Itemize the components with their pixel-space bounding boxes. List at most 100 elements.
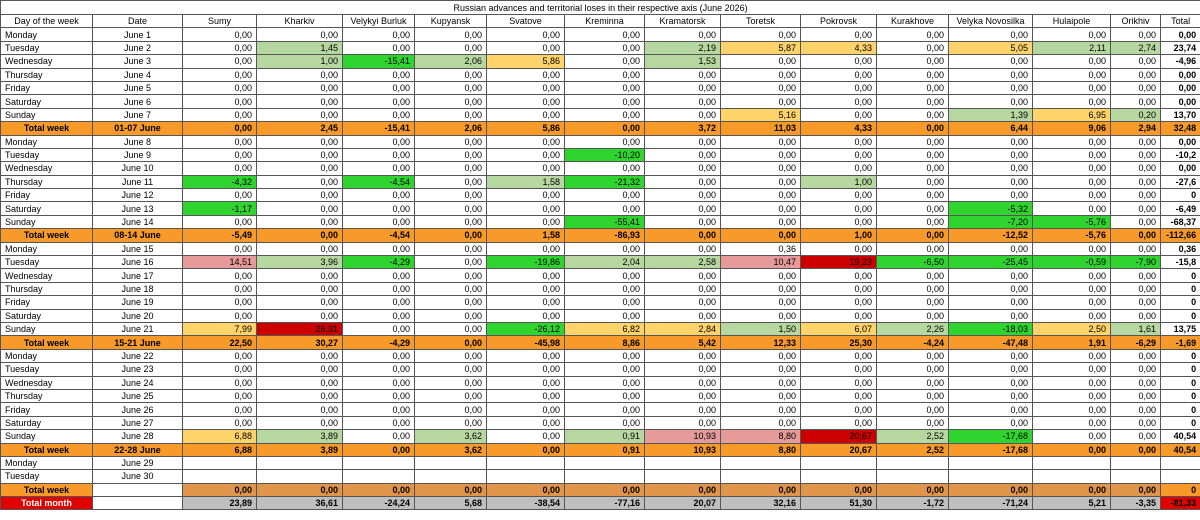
value-cell: 0,00 [414, 161, 487, 176]
value-cell [564, 455, 645, 471]
value-cell: 0,00 [414, 335, 487, 350]
value-cell: 0,00 [256, 228, 343, 243]
value-cell: 0,00 [256, 188, 343, 203]
value-cell: 0,00 [720, 27, 801, 42]
value-cell [1032, 455, 1111, 471]
value-cell: 0,00 [644, 188, 721, 203]
value-cell: 0,00 [876, 67, 949, 82]
total-cell: 0 [1159, 295, 1200, 310]
value-cell: 6,88 [182, 429, 257, 444]
day-cell: Tuesday [0, 147, 93, 163]
table-row: Saturday June 27 0,00 0,00 0,00 0,00 0,00 0,00 0… [0, 415, 1200, 431]
value-cell: 0,00 [256, 482, 343, 498]
value-cell: -86,93 [564, 228, 645, 243]
table-row: Monday June 8 0,00 0,00 0,00 0,00 0,00 0,00 0,00… [0, 134, 1200, 149]
value-cell: 0,00 [1110, 134, 1161, 149]
value-cell: 0,00 [1110, 27, 1161, 42]
value-cell: 2,50 [1032, 321, 1111, 337]
value-cell: 0,00 [644, 402, 721, 417]
value-cell: 0,00 [948, 402, 1033, 417]
value-cell: 0,00 [644, 268, 721, 283]
value-cell: -4,29 [342, 335, 415, 350]
value-cell: 2,45 [256, 121, 343, 136]
day-cell: Friday [0, 80, 93, 96]
value-cell: 0,00 [720, 147, 801, 163]
value-cell [342, 455, 415, 471]
value-cell: 0,00 [256, 147, 343, 163]
value-cell: -24,24 [342, 496, 415, 511]
date-cell: June 9 [92, 147, 183, 163]
value-cell: 1,39 [948, 107, 1033, 123]
day-cell: Tuesday [0, 469, 93, 484]
value-cell: 0,00 [256, 67, 343, 82]
day-cell: Saturday [0, 201, 93, 216]
date-cell: June 21 [92, 321, 183, 337]
value-cell: 0,00 [720, 388, 801, 404]
value-cell: 0,00 [644, 241, 721, 257]
value-cell: 0,00 [644, 375, 721, 390]
day-cell: Monday [0, 348, 93, 364]
value-cell: 10,93 [644, 442, 721, 457]
value-cell: 3,89 [256, 429, 343, 444]
column-header: Velykyi Burluk [342, 13, 415, 29]
value-cell: 0,00 [876, 161, 949, 176]
value-cell: 0,00 [948, 348, 1033, 364]
value-cell: 0,00 [414, 27, 487, 42]
value-cell: 0,00 [256, 295, 343, 310]
date-cell: June 22 [92, 348, 183, 364]
value-cell: 0,00 [1032, 295, 1111, 310]
value-cell: 0,00 [342, 80, 415, 96]
value-cell: 0,00 [564, 94, 645, 109]
value-cell: 2,06 [414, 121, 487, 136]
value-cell: 0,00 [342, 27, 415, 42]
value-cell: 0,00 [644, 348, 721, 364]
value-cell: 0,00 [342, 429, 415, 444]
value-cell: 0,00 [414, 415, 487, 431]
day-cell: Sunday [0, 321, 93, 337]
value-cell: 5,86 [486, 54, 565, 69]
value-cell: 0,00 [256, 80, 343, 96]
value-cell: 0,00 [1032, 375, 1111, 390]
value-cell: 0,00 [720, 402, 801, 417]
column-header: Kupyansk [414, 13, 487, 29]
value-cell: 0,00 [948, 268, 1033, 283]
date-cell: June 28 [92, 429, 183, 444]
table-row: Sunday June 21 7,99 26,31 0,00 0,00 -26,12 6,82… [0, 321, 1200, 337]
value-cell: -17,68 [948, 442, 1033, 457]
value-cell: 0,00 [564, 388, 645, 404]
value-cell: 1,61 [1110, 321, 1161, 337]
value-cell: 0,00 [1032, 67, 1111, 82]
value-cell: 0,00 [1032, 388, 1111, 404]
value-cell: 0,00 [414, 281, 487, 297]
day-cell: Tuesday [0, 255, 93, 270]
value-cell: 51,30 [800, 496, 877, 511]
date-cell: June 11 [92, 174, 183, 190]
table-row: Monday June 1 0,00 0,00 0,00 0,00 0,00 0,00 0,00… [0, 27, 1200, 42]
value-cell: 0,00 [800, 214, 877, 230]
value-cell: 0,00 [1032, 27, 1111, 42]
value-cell [876, 469, 949, 484]
value-cell: 0,00 [342, 134, 415, 149]
value-cell: 0,00 [876, 308, 949, 323]
total-cell: 0 [1159, 388, 1200, 404]
value-cell: 0,00 [486, 80, 565, 96]
value-cell: 0,00 [948, 295, 1033, 310]
value-cell: 0,00 [1110, 348, 1161, 364]
value-cell: 0,00 [948, 308, 1033, 323]
value-cell: 0,00 [800, 27, 877, 42]
value-cell: 0,00 [256, 107, 343, 123]
value-cell: 0,00 [486, 67, 565, 82]
column-header: Kramatorsk [644, 13, 721, 29]
value-cell: 0,00 [414, 80, 487, 96]
value-cell: 0,00 [1110, 214, 1161, 230]
value-cell: 1,58 [486, 228, 565, 243]
value-cell: 0,00 [486, 40, 565, 56]
value-cell: 0,00 [800, 281, 877, 297]
value-cell: -45,98 [486, 335, 565, 350]
value-cell: 2,04 [564, 255, 645, 270]
value-cell: 0,00 [182, 80, 257, 96]
value-cell: 0,00 [800, 308, 877, 323]
value-cell: 0,00 [1110, 388, 1161, 404]
value-cell: 0,00 [342, 214, 415, 230]
value-cell: 0,00 [876, 214, 949, 230]
